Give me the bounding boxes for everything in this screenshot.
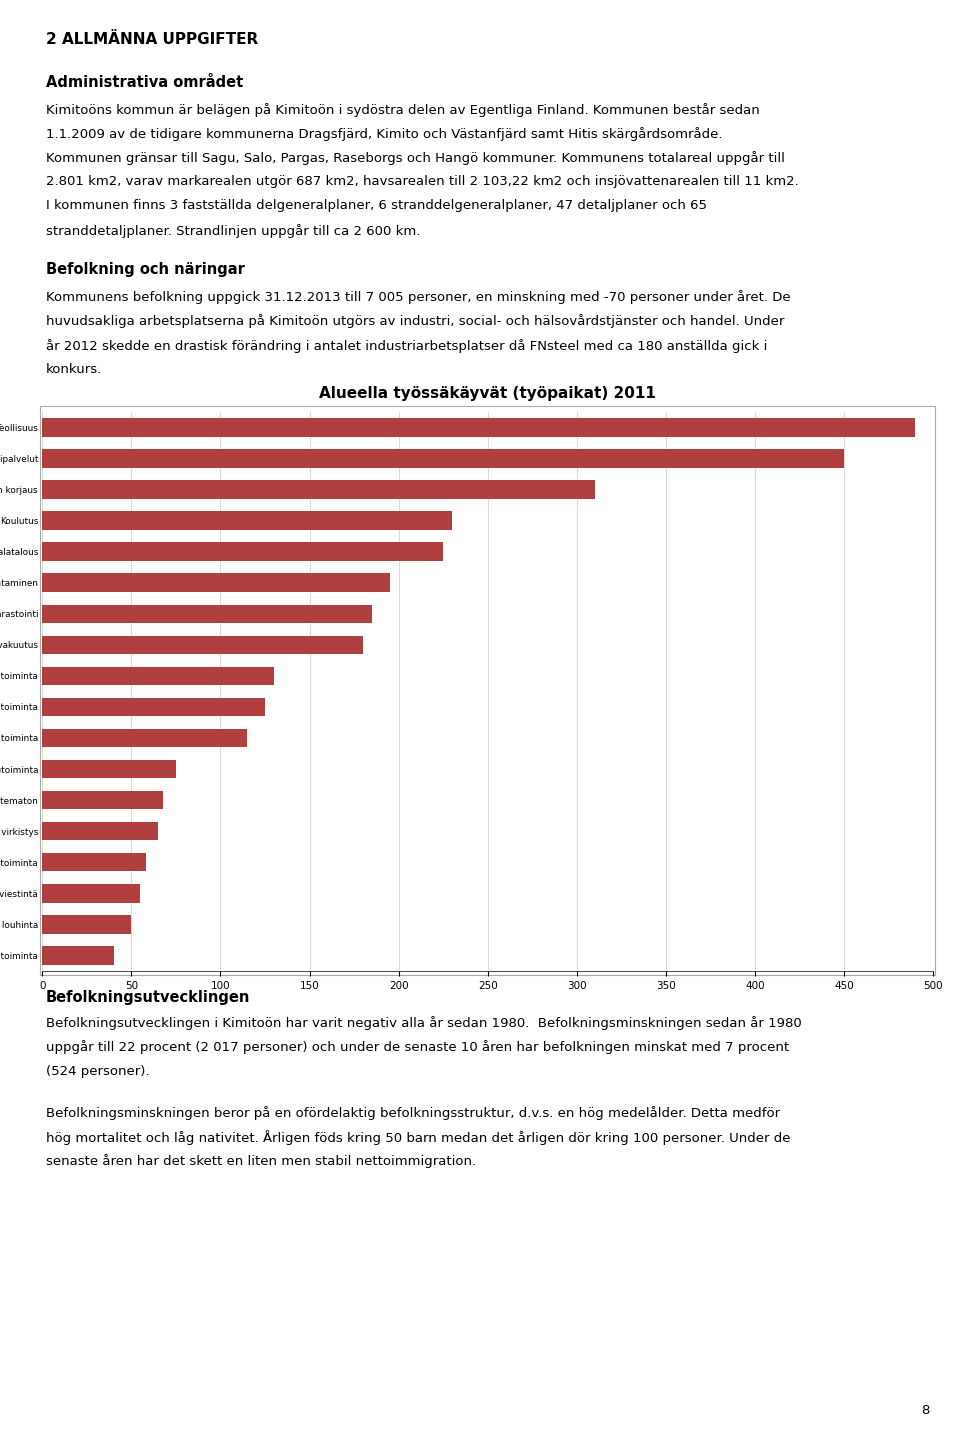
Text: år 2012 skedde en drastisk förändring i antalet industriarbetsplatser då FNsteel: år 2012 skedde en drastisk förändring i … [46,338,767,353]
Text: Kommunens befolkning uppgick 31.12.2013 till 7 005 personer, en minskning med -7: Kommunens befolkning uppgick 31.12.2013 … [46,291,791,304]
Bar [42,635,363,654]
Title: Alueella työssäkäyvät (työpaikat) 2011: Alueella työssäkäyvät (työpaikat) 2011 [320,386,656,402]
Bar [42,729,247,747]
Bar [42,822,158,841]
Bar [42,573,390,592]
Text: Kommunen gränsar till Sagu, Salo, Pargas, Raseborgs och Hangö kommuner. Kommunen: Kommunen gränsar till Sagu, Salo, Pargas… [46,151,785,166]
Text: I kommunen finns 3 fastställda delgeneralplaner, 6 stranddelgeneralplaner, 47 de: I kommunen finns 3 fastställda delgenera… [46,200,708,213]
Bar [42,946,113,965]
Bar [42,697,265,716]
Bar [42,791,163,809]
Text: Befolkningsutvecklingen i Kimitoön har varit negativ alla år sedan 1980.  Befolk: Befolkningsutvecklingen i Kimitoön har v… [46,1017,802,1030]
Text: stranddetaljplaner. Strandlinjen uppgår till ca 2 600 km.: stranddetaljplaner. Strandlinjen uppgår … [46,223,420,238]
Bar [42,418,915,436]
Text: senaste åren har det skett en liten men stabil nettoimmigration.: senaste åren har det skett en liten men … [46,1153,476,1168]
Text: 2 ALLMÄNNA UPPGIFTER: 2 ALLMÄNNA UPPGIFTER [46,32,258,46]
Bar [42,543,444,562]
Bar [42,449,844,468]
Text: Befolkningsminskningen beror på en ofördelaktig befolkningsstruktur, d.v.s. en h: Befolkningsminskningen beror på en oförd… [46,1106,780,1120]
Bar [42,481,594,500]
Text: Befolkning och näringar: Befolkning och näringar [46,262,245,278]
Text: Kimitoöns kommun är belägen på Kimitoön i sydöstra delen av Egentliga Finland. K: Kimitoöns kommun är belägen på Kimitoön … [46,102,759,117]
Bar [42,852,146,871]
Text: Befolkningsutvecklingen: Befolkningsutvecklingen [46,989,251,1005]
Bar [40,406,935,975]
Text: 1.1.2009 av de tidigare kommunerna Dragsfjärd, Kimito och Västanfjärd samt Hitis: 1.1.2009 av de tidigare kommunerna Drags… [46,127,723,141]
Bar [42,667,274,685]
Text: konkurs.: konkurs. [46,363,103,376]
Text: huvudsakliga arbetsplatserna på Kimitoön utgörs av industri, social- och hälsovå: huvudsakliga arbetsplatserna på Kimitoön… [46,314,784,328]
Bar [42,914,132,933]
Text: 2.801 km2, varav markarealen utgör 687 km2, havsarealen till 2 103,22 km2 och in: 2.801 km2, varav markarealen utgör 687 k… [46,176,799,189]
Bar [42,760,176,779]
Text: uppgår till 22 procent (2 017 personer) och under de senaste 10 åren har befolkn: uppgår till 22 procent (2 017 personer) … [46,1040,789,1054]
Text: Administrativa området: Administrativa området [46,75,243,89]
Bar [42,605,372,624]
Text: 8: 8 [921,1404,929,1417]
Bar [42,884,140,903]
Text: hög mortalitet och låg nativitet. Årligen föds kring 50 barn medan det årligen d: hög mortalitet och låg nativitet. Årlige… [46,1130,791,1145]
Bar [42,511,452,530]
Text: (524 personer).: (524 personer). [46,1064,150,1077]
